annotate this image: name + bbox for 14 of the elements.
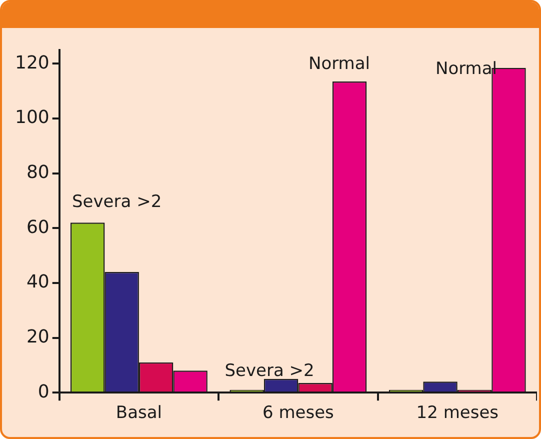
y-tick-label: 80 [26,162,50,184]
y-tick-label: 60 [26,216,50,238]
x-tick-label: 6 meses [262,403,334,424]
annotation: Severa >2 [224,360,314,381]
y-tick-label: 40 [26,272,50,293]
x-tick-label: 12 meses [416,403,499,424]
y-tick-label: 20 [26,326,50,348]
x-tick-label: Basal [116,403,162,424]
y-tick-label: 100 [14,107,50,128]
annotation: Severa >2 [72,192,162,212]
annotation: Normal [308,54,370,74]
y-tick-label: 120 [14,52,50,74]
y-tick-label: 0 [38,381,50,402]
annotation: Normal [435,59,497,79]
